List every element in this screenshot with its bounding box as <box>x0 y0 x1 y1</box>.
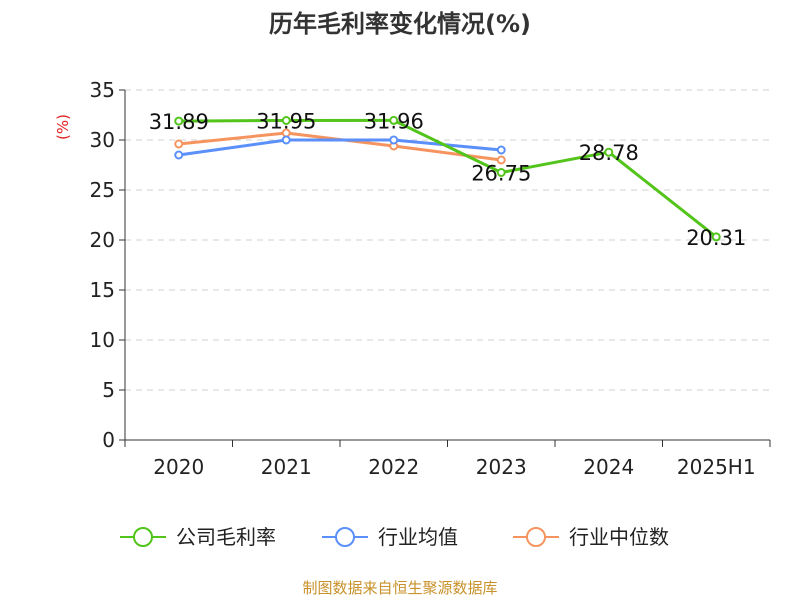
y-tick-label: 20 <box>90 228 115 252</box>
y-axis-label: (%) <box>54 114 72 140</box>
data-point <box>389 115 399 125</box>
data-point <box>711 232 721 242</box>
x-tick-label: 2024 <box>583 455 634 479</box>
y-tick-label: 5 <box>102 378 115 402</box>
source-note: 制图数据来自恒生聚源数据库 <box>302 579 498 597</box>
data-label: 20.31 <box>686 226 746 250</box>
data-point <box>496 155 506 165</box>
legend-marker <box>133 527 153 547</box>
legend-label: 公司毛利率 <box>176 525 276 549</box>
y-tick-label: 25 <box>90 178 115 202</box>
data-point <box>174 150 184 160</box>
data-point <box>389 135 399 145</box>
legend-marker <box>526 527 546 547</box>
data-label: 31.95 <box>256 110 316 134</box>
legend-label: 行业中位数 <box>569 525 669 549</box>
y-tick-label: 10 <box>90 328 115 352</box>
data-point <box>496 168 506 177</box>
data-point <box>174 116 184 126</box>
chart-title: 历年毛利率变化情况(%) <box>269 10 531 38</box>
legend-label: 行业均值 <box>378 525 458 549</box>
y-tick-label: 0 <box>102 428 115 452</box>
data-label: 31.89 <box>149 110 209 134</box>
y-tick-label: 15 <box>90 278 115 302</box>
y-tick-label: 30 <box>90 128 115 152</box>
x-tick-label: 2021 <box>261 455 312 479</box>
series-line <box>178 118 718 239</box>
data-point <box>496 145 506 155</box>
y-tick-label: 35 <box>90 78 115 102</box>
data-point <box>281 116 291 125</box>
x-tick-label: 2020 <box>153 455 204 479</box>
data-point <box>281 135 291 145</box>
data-label: 28.78 <box>579 141 639 165</box>
legend-marker <box>335 527 355 547</box>
x-tick-label: 2023 <box>476 455 527 479</box>
x-tick-label: 2022 <box>368 455 419 479</box>
data-point <box>174 139 184 149</box>
data-label: 26.75 <box>471 162 531 186</box>
data-point <box>604 147 614 157</box>
x-tick-label: 2025H1 <box>677 455 756 479</box>
data-label: 31.96 <box>364 109 424 133</box>
